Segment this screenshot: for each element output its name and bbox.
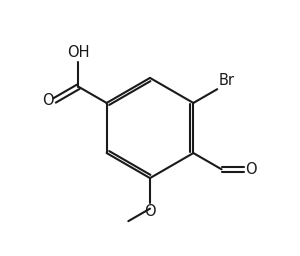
Text: O: O bbox=[144, 204, 156, 219]
Text: OH: OH bbox=[67, 45, 90, 60]
Text: Br: Br bbox=[218, 73, 235, 88]
Text: O: O bbox=[245, 162, 257, 177]
Text: O: O bbox=[42, 93, 53, 108]
